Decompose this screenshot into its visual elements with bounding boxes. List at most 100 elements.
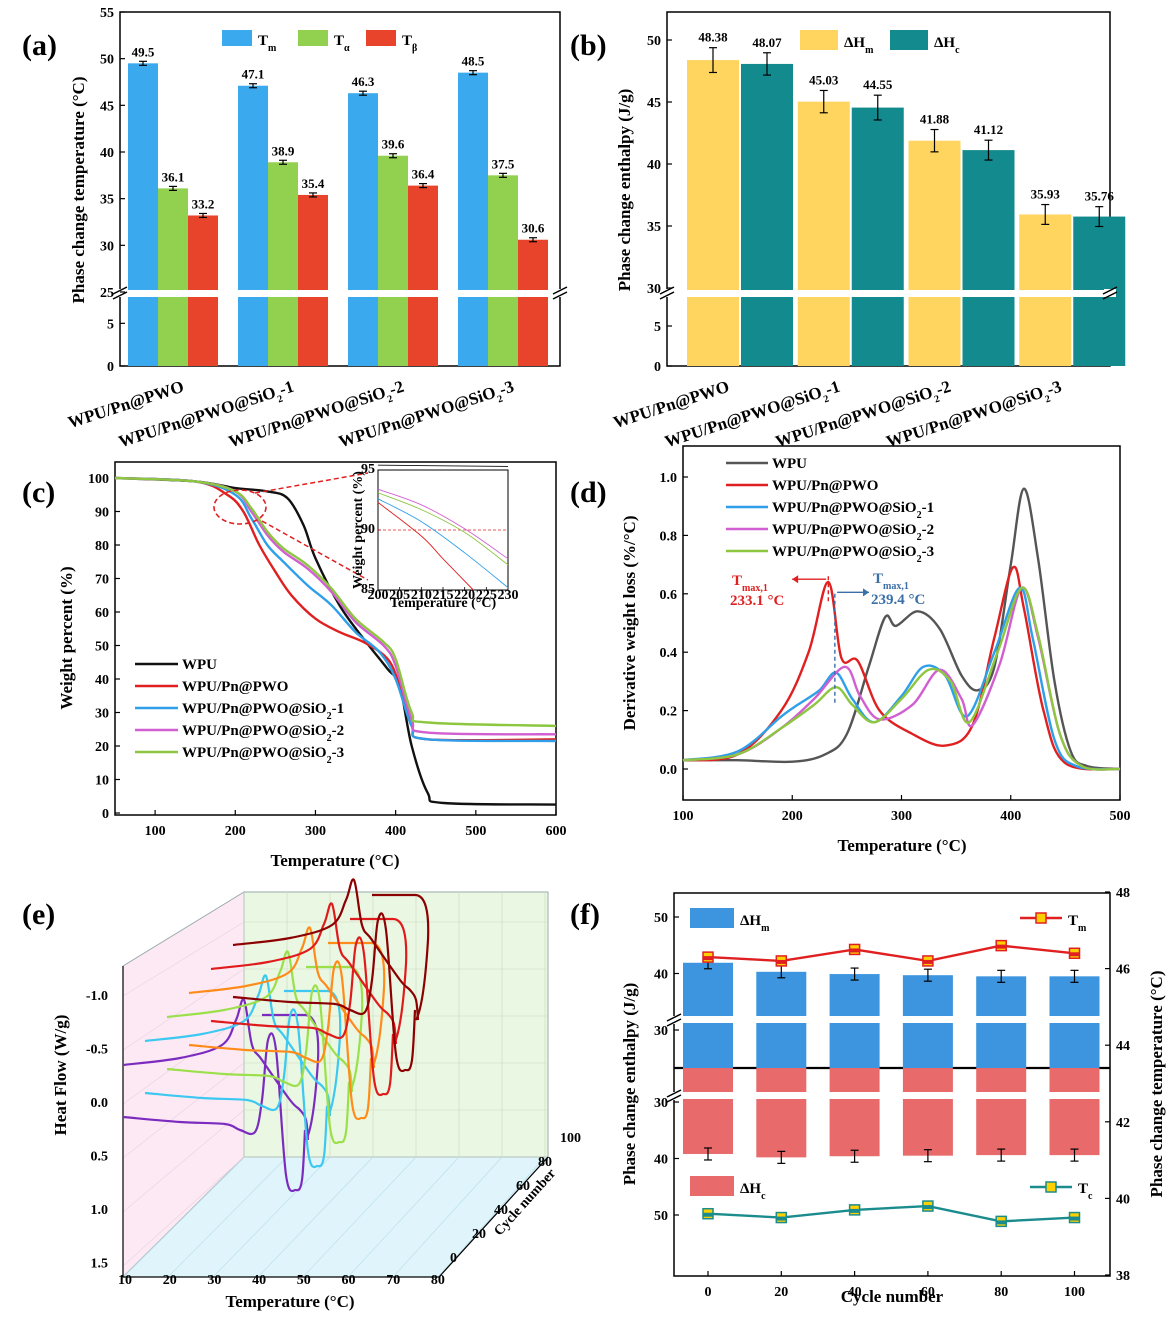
legend-label-3: WPU/Pn@PWO@SiO2-2 — [182, 723, 344, 744]
y-axis-label: Phase change temperature (°C) — [69, 77, 88, 304]
bar-Tα-3 — [488, 175, 518, 366]
legend-label-0: Tm — [258, 33, 277, 54]
y-tick-label: 5 — [654, 320, 661, 335]
x-axis-label: Temperature (°C) — [225, 1292, 354, 1311]
x-tick-label: 200 — [782, 809, 803, 824]
y-tick-label: 100 — [88, 472, 109, 487]
axis-break-mark — [552, 286, 568, 295]
axis-break-mark — [659, 291, 675, 300]
y-tick-label: 60 — [95, 606, 109, 621]
y-tick-label: -0.5 — [86, 1043, 108, 1058]
data-label: 45.03 — [809, 72, 839, 87]
right-y-tick-label: 48 — [1116, 886, 1130, 901]
axis-break-mark — [112, 286, 128, 295]
y-tick-label: 50 — [654, 1209, 668, 1224]
y-tick-label: 40 — [654, 1153, 668, 1168]
data-label: 33.2 — [192, 196, 215, 211]
axis-break-mark — [666, 1013, 682, 1022]
dsc-cooling-curve-1 — [144, 974, 332, 1117]
bar-Tβ-3 — [518, 239, 548, 366]
grid-line — [122, 1062, 245, 1159]
bar-Tα-1 — [268, 162, 298, 366]
bar-Tm-0 — [128, 63, 158, 366]
x-tick-label: 60 — [342, 1273, 356, 1288]
axis-break-mark — [1102, 291, 1118, 300]
data-label: 35.4 — [302, 176, 325, 191]
data-label: 41.88 — [920, 112, 950, 127]
bar-ΔHc-0 — [741, 63, 793, 366]
marker-band — [922, 959, 933, 964]
data-label: 48.38 — [698, 30, 728, 45]
x-tick-label: 300 — [891, 809, 912, 824]
y-tick-label: 0.6 — [660, 588, 678, 603]
y-tick-label: 30 — [100, 239, 114, 254]
x-tick-label: 500 — [1110, 809, 1131, 824]
y-axis-label: Weight percent (%) — [57, 566, 76, 709]
dsc-cooling-curve-2 — [166, 950, 354, 1093]
x-tick-label: 0 — [705, 1285, 712, 1300]
y-tick-label: 1.0 — [91, 1203, 109, 1218]
x-tick-label: 80 — [431, 1273, 445, 1288]
y-tick-label: 30 — [95, 707, 109, 722]
bar-ΔHc-1 — [851, 107, 904, 366]
y-tick-label: 55 — [100, 6, 114, 21]
bar-dHc-5 — [1049, 1068, 1100, 1156]
y-tick-label: 35 — [647, 220, 661, 235]
tmax-label: Tmax,1 — [873, 571, 909, 592]
x-axis-label: Temperature (°C) — [837, 836, 966, 855]
y-tick-label: 0.2 — [660, 705, 678, 720]
legend-label-4: WPU/Pn@PWO@SiO2-3 — [182, 745, 344, 766]
legend-label-0: ΔHm — [844, 35, 874, 56]
y-tick-label: 1.0 — [660, 471, 678, 486]
axis-break-gap — [668, 1016, 680, 1024]
bar-Tβ-2 — [408, 185, 438, 366]
tmax-arrowhead — [792, 575, 799, 584]
panel-c: 100 200 300 400 500 600 0 10 20 30 40 50 60 70 80 90 100… — [22, 461, 567, 870]
bar-Tm-1 — [238, 85, 268, 366]
inset-x-label: Temperature (°C) — [390, 596, 497, 611]
panel-label-b: (b) — [570, 29, 607, 62]
bar-ΔHm-0 — [687, 60, 739, 366]
series-line-4 — [682, 586, 1121, 771]
axis-break-gap — [554, 289, 566, 297]
y-tick-label: 1.5 — [91, 1257, 109, 1272]
bar-Tβ-1 — [298, 194, 328, 366]
axis-break-mark — [112, 291, 128, 300]
panel-label-c: (c) — [22, 476, 55, 509]
series-line-4 — [114, 476, 557, 728]
tmax-arrowhead — [863, 588, 870, 597]
y-tick-label: 20 — [95, 740, 109, 755]
dsc-heating-curve-3 — [188, 960, 373, 1121]
line-Tc — [707, 1204, 1075, 1223]
y-axis-label: Phase change enthalpy (J/g) — [615, 89, 634, 292]
y-axis-label: Heat Flow (W/g) — [51, 1015, 70, 1136]
x-tick-label: 60 — [921, 1285, 935, 1300]
bar-dHc-2 — [829, 1068, 880, 1157]
x-axis-label: Cycle number — [841, 1287, 944, 1306]
y-axis-label: Derivative weight loss (%/°C) — [620, 515, 639, 730]
depth-tick-label: 60 — [516, 1179, 530, 1194]
legend-marker-Tm — [1035, 912, 1047, 924]
panel-f: 0 20 40 60 80 100 30 40 50 30 40 50 38 40 42 44 46 48 ΔHm T… — [570, 886, 1166, 1306]
inset-y-tick-label: 85 — [361, 582, 375, 597]
y-tick-label: 0 — [102, 807, 109, 822]
legend-label-dHm: ΔHm — [740, 913, 770, 934]
depth-tick-label: 100 — [560, 1131, 581, 1146]
right-y-tick-label: 44 — [1116, 1039, 1130, 1054]
data-label: 36.1 — [162, 169, 185, 184]
y-tick-label: 30 — [647, 282, 661, 297]
bar-Tα-0 — [158, 188, 188, 366]
legend-label-2: WPU/Pn@PWO@SiO2-1 — [182, 701, 344, 722]
dsc-cooling-curve-4 — [210, 902, 398, 1045]
axis-break-gap — [1104, 289, 1116, 297]
tmax-value: 233.1 °C — [730, 593, 784, 609]
y-tick-label: 0.8 — [660, 529, 678, 544]
x-tick-label: 70 — [386, 1273, 400, 1288]
inset-y-tick-label: 90 — [361, 522, 375, 537]
bar-dHm-0 — [683, 962, 733, 1068]
marker-band — [849, 948, 860, 953]
inset-series-3 — [377, 492, 509, 566]
marker-band — [1069, 1216, 1080, 1221]
right-y-tick-label: 40 — [1116, 1192, 1130, 1207]
